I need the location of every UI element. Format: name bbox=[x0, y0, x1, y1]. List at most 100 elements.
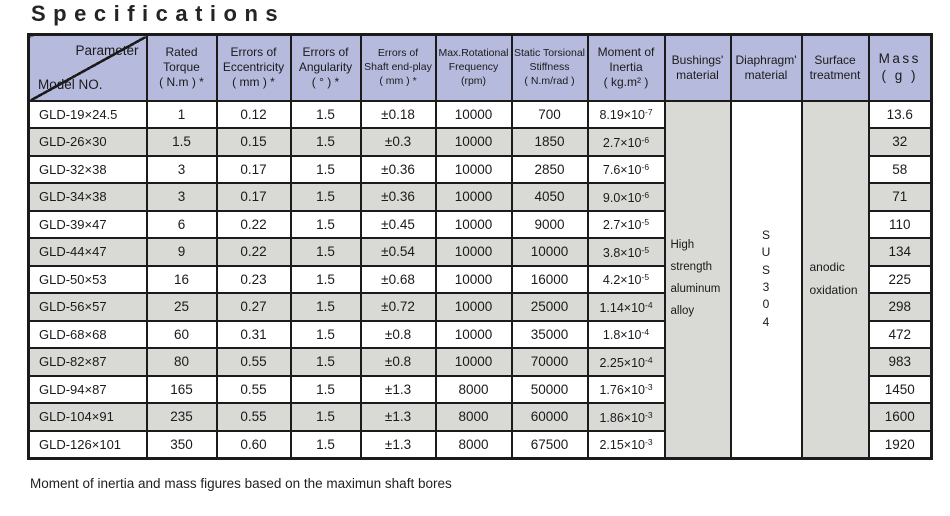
inertia-exponent: -4 bbox=[644, 354, 653, 365]
cell-rated-torque: 9 bbox=[145, 237, 218, 267]
cell-torsional-stiffness: 35000 bbox=[510, 319, 589, 349]
cell-rated-torque: 80 bbox=[145, 347, 218, 377]
cell-torsional-stiffness: 67500 bbox=[510, 429, 589, 459]
cell-shaft-end-play: ±0.45 bbox=[359, 209, 437, 239]
cell-max-frequency: 10000 bbox=[434, 182, 513, 212]
inertia-exponent: -5 bbox=[641, 272, 650, 283]
cell-torsional-stiffness: 700 bbox=[510, 99, 589, 129]
cell-eccentricity: 0.55 bbox=[215, 347, 292, 377]
cell-torsional-stiffness: 1850 bbox=[510, 127, 589, 157]
cell-eccentricity: 0.17 bbox=[215, 182, 292, 212]
inertia-exponent: -3 bbox=[644, 436, 653, 447]
cell-eccentricity: 0.15 bbox=[215, 127, 292, 157]
cell-moment-of-inertia: 1.86×10-3 bbox=[586, 402, 666, 432]
cell-max-frequency: 10000 bbox=[434, 127, 513, 157]
cell-model: GLD-126×101 bbox=[27, 429, 148, 459]
cell-moment-of-inertia: 4.2×10-5 bbox=[586, 264, 666, 294]
cell-moment-of-inertia: 2.7×10-5 bbox=[586, 209, 666, 239]
cell-angularity: 1.5 bbox=[289, 374, 362, 404]
inertia-exponent: -3 bbox=[644, 409, 653, 420]
cell-angularity: 1.5 bbox=[289, 402, 362, 432]
column-header-angularity: Errors of Angularity ( ° ) * bbox=[289, 33, 362, 102]
corner-header-cell: Parameter Model NO. bbox=[27, 33, 148, 102]
cell-max-frequency: 10000 bbox=[434, 292, 513, 322]
cell-moment-of-inertia: 2.25×10-4 bbox=[586, 347, 666, 377]
cell-rated-torque: 3 bbox=[145, 182, 218, 212]
cell-rated-torque: 1.5 bbox=[145, 127, 218, 157]
cell-max-frequency: 8000 bbox=[434, 402, 513, 432]
cell-diaphragm-material: S U S 3 0 4 bbox=[729, 99, 803, 459]
table-row: GLD-44×47 9 0.22 1.5 ±0.54 10000 10000 3.8×10-5… bbox=[27, 237, 933, 267]
cell-moment-of-inertia: 3.8×10-5 bbox=[586, 237, 666, 267]
cell-eccentricity: 0.60 bbox=[215, 429, 292, 459]
cell-moment-of-inertia: 2.7×10-6 bbox=[586, 127, 666, 157]
cell-model: GLD-44×47 bbox=[27, 237, 148, 267]
cell-shaft-end-play: ±0.18 bbox=[359, 99, 437, 129]
cell-model: GLD-104×91 bbox=[27, 402, 148, 432]
cell-moment-of-inertia: 2.15×10-3 bbox=[586, 429, 666, 459]
cell-eccentricity: 0.12 bbox=[215, 99, 292, 129]
cell-mass: 472 bbox=[867, 319, 933, 349]
corner-label-parameter: Parameter bbox=[75, 43, 139, 58]
cell-torsional-stiffness: 4050 bbox=[510, 182, 589, 212]
cell-max-frequency: 10000 bbox=[434, 264, 513, 294]
header-row: Parameter Model NO. Rated Torque ( N.m )… bbox=[27, 33, 933, 102]
spec-table-body: GLD-19×24.5 1 0.12 1.5 ±0.18 10000 700 8.19×10-… bbox=[27, 99, 933, 459]
cell-shaft-end-play: ±0.54 bbox=[359, 237, 437, 267]
inertia-exponent: -7 bbox=[644, 107, 653, 118]
cell-angularity: 1.5 bbox=[289, 292, 362, 322]
cell-model: GLD-34×38 bbox=[27, 182, 148, 212]
table-row: GLD-26×30 1.5 0.15 1.5 ±0.3 10000 1850 2.7×10-6… bbox=[27, 127, 933, 157]
cell-moment-of-inertia: 9.0×10-6 bbox=[586, 182, 666, 212]
table-row: GLD-19×24.5 1 0.12 1.5 ±0.18 10000 700 8.19×10-… bbox=[27, 99, 933, 459]
cell-shaft-end-play: ±0.72 bbox=[359, 292, 437, 322]
cell-rated-torque: 235 bbox=[145, 402, 218, 432]
cell-model: GLD-50×53 bbox=[27, 264, 148, 294]
cell-shaft-end-play: ±0.8 bbox=[359, 319, 437, 349]
cell-moment-of-inertia: 8.19×10-7 bbox=[586, 99, 666, 129]
cell-model: GLD-39×47 bbox=[27, 209, 148, 239]
cell-shaft-end-play: ±0.36 bbox=[359, 182, 437, 212]
inertia-exponent: -6 bbox=[641, 134, 650, 145]
cell-angularity: 1.5 bbox=[289, 99, 362, 129]
cell-mass: 13.6 bbox=[867, 99, 933, 129]
cell-rated-torque: 165 bbox=[145, 374, 218, 404]
column-header-eccentricity: Errors of Eccentricity ( mm ) * bbox=[215, 33, 292, 102]
cell-torsional-stiffness: 10000 bbox=[510, 237, 589, 267]
corner-label-model-no: Model NO. bbox=[38, 76, 103, 92]
cell-shaft-end-play: ±0.68 bbox=[359, 264, 437, 294]
cell-rated-torque: 60 bbox=[145, 319, 218, 349]
column-header-mass: Mass ( g ) bbox=[867, 33, 933, 102]
table-header: Parameter Model NO. Rated Torque ( N.m )… bbox=[27, 33, 933, 102]
inertia-exponent: -5 bbox=[641, 244, 650, 255]
cell-eccentricity: 0.17 bbox=[215, 154, 292, 184]
cell-eccentricity: 0.23 bbox=[215, 264, 292, 294]
cell-shaft-end-play: ±0.8 bbox=[359, 347, 437, 377]
inertia-exponent: -4 bbox=[644, 299, 653, 310]
cell-moment-of-inertia: 7.6×10-6 bbox=[586, 154, 666, 184]
cell-moment-of-inertia: 1.14×10-4 bbox=[586, 292, 666, 322]
table-row: GLD-126×101 350 0.60 1.5 ±1.3 8000 67500 2.15×1… bbox=[27, 429, 933, 459]
table-row: GLD-34×38 3 0.17 1.5 ±0.36 10000 4050 9.0×10-6 7… bbox=[27, 182, 933, 212]
cell-rated-torque: 25 bbox=[145, 292, 218, 322]
cell-mass: 225 bbox=[867, 264, 933, 294]
cell-angularity: 1.5 bbox=[289, 209, 362, 239]
cell-shaft-end-play: ±0.36 bbox=[359, 154, 437, 184]
cell-torsional-stiffness: 50000 bbox=[510, 374, 589, 404]
cell-model: GLD-94×87 bbox=[27, 374, 148, 404]
inertia-exponent: -6 bbox=[641, 189, 650, 200]
table-row: GLD-82×87 80 0.55 1.5 ±0.8 10000 70000 2.25×10-… bbox=[27, 347, 933, 377]
cell-angularity: 1.5 bbox=[289, 154, 362, 184]
cell-surface-treatment: anodic oxidation bbox=[800, 99, 870, 459]
page-title: Specifications bbox=[31, 1, 286, 26]
cell-rated-torque: 3 bbox=[145, 154, 218, 184]
cell-mass: 32 bbox=[867, 127, 933, 157]
table-row: GLD-56×57 25 0.27 1.5 ±0.72 10000 25000 1.14×10… bbox=[27, 292, 933, 322]
cell-model: GLD-26×30 bbox=[27, 127, 148, 157]
cell-angularity: 1.5 bbox=[289, 429, 362, 459]
inertia-exponent: -6 bbox=[641, 162, 650, 173]
cell-bushings-material: High strength aluminum alloy bbox=[663, 99, 732, 459]
cell-mass: 110 bbox=[867, 209, 933, 239]
cell-mass: 983 bbox=[867, 347, 933, 377]
column-header-surface-treatment: Surface treatment bbox=[800, 33, 870, 102]
